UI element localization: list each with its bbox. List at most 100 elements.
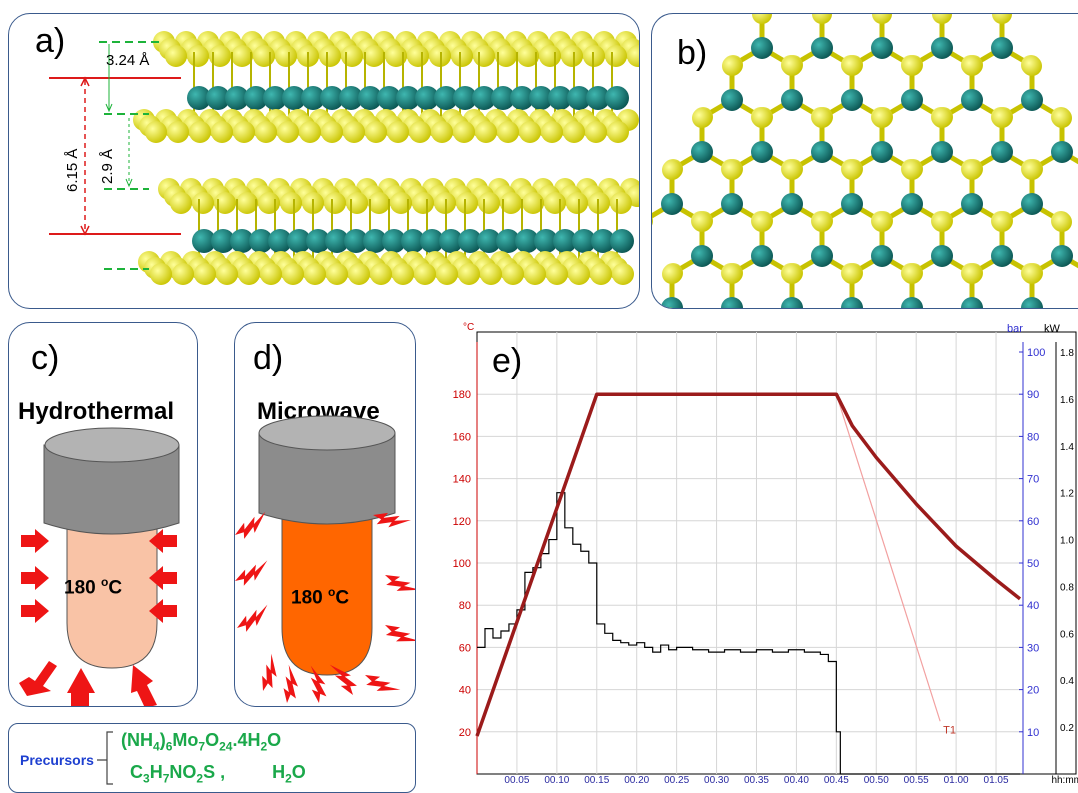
molybdenum-atom — [991, 245, 1013, 267]
panel-d-temp: 180 oC — [291, 585, 350, 609]
sulfur-atom — [842, 160, 862, 180]
molybdenum-atom — [841, 193, 863, 215]
x-tick-label: 00.15 — [584, 775, 609, 785]
sulfur-atom — [145, 121, 167, 143]
sulfur-atom — [238, 263, 260, 285]
right-axis-kw: kW 0.2 0.4 0.6 0.8 1.0 1.2 1.4 1.6 1.8 — [1044, 323, 1074, 774]
sulfur-atom — [370, 263, 392, 285]
series-t1 — [835, 394, 941, 722]
sulfur-atom — [478, 192, 500, 214]
kw-tick-label: 0.6 — [1060, 629, 1074, 640]
sulfur-atom — [275, 45, 297, 67]
molybdenum-atom — [230, 229, 254, 253]
sulfur-atom — [365, 121, 387, 143]
sulfur-atom — [167, 121, 189, 143]
panel-c-label: c) — [31, 339, 60, 377]
sulfur-atom — [282, 263, 304, 285]
molybdenum-atom — [320, 86, 344, 110]
sulfur-atom — [1052, 108, 1072, 128]
molybdenum-atom — [591, 229, 615, 253]
sulfur-atom — [387, 121, 409, 143]
sulfur-atom — [253, 45, 275, 67]
molybdenum-atom — [553, 229, 577, 253]
dim-gap: 2.9 Å — [99, 148, 116, 184]
sulfur-atom — [522, 192, 544, 214]
molybdenum-atom — [1021, 89, 1043, 111]
x-tick-label: 00.45 — [824, 775, 849, 785]
x-tick-label: 00.20 — [624, 775, 649, 785]
sulfur-atom — [412, 192, 434, 214]
microwave-bolt — [235, 511, 266, 539]
vessel-body — [281, 517, 373, 676]
x-axis: 00.05 00.10 00.15 00.20 00.25 00.30 00.35 00.40… — [504, 775, 1078, 785]
sulfur-atom — [519, 121, 541, 143]
heat-arrow-right — [149, 599, 177, 623]
heat-arrow-left — [21, 566, 49, 590]
sulfur-atom — [902, 160, 922, 180]
sulfur-atom — [524, 263, 546, 285]
molybdenum-atom — [991, 141, 1013, 163]
sulfur-atom — [812, 14, 832, 24]
sulfur-atom — [231, 45, 253, 67]
molybdenum-atom — [572, 229, 596, 253]
microwave-bolt — [237, 604, 268, 632]
precursors-label: Precursors — [20, 752, 94, 768]
bolt-shape — [385, 625, 415, 642]
sulfur-atom — [209, 45, 231, 67]
microwave-bolt — [235, 560, 268, 586]
sulfur-atom — [722, 264, 742, 284]
x-tick-label: 00.35 — [744, 775, 769, 785]
bolt-shape — [329, 664, 357, 695]
molybdenum-atom — [268, 229, 292, 253]
sulfur-atom — [962, 160, 982, 180]
x-tick-label: 01.00 — [944, 775, 969, 785]
sulfur-atom — [692, 212, 712, 232]
sulfur-atom — [407, 45, 429, 67]
kw-tick-label: 1.4 — [1060, 442, 1074, 453]
sulfur-atom — [752, 14, 772, 24]
sulfur-atom — [414, 263, 436, 285]
molybdenum-atom — [187, 86, 211, 110]
sulfur-atom — [390, 192, 412, 214]
sulfur-atom — [842, 264, 862, 284]
sulfur-atom — [662, 160, 682, 180]
sulfur-atom — [324, 192, 346, 214]
bolt-shape — [237, 604, 268, 632]
dim-interlayer-s: 3.24 Å — [106, 52, 150, 69]
vessel-cap-top — [44, 427, 180, 463]
microwave-bolt — [365, 675, 401, 691]
sulfur-atom — [902, 56, 922, 76]
vessel-body — [66, 517, 158, 669]
sulfur-atom — [607, 121, 629, 143]
sulfur-atom — [566, 192, 588, 214]
mos2-top-view — [652, 14, 1078, 308]
bolt-shape — [385, 575, 415, 591]
molybdenum-atom — [1021, 297, 1043, 308]
bond — [1027, 305, 1032, 308]
kw-tick-label: 0.8 — [1060, 582, 1074, 593]
molybdenum-atom — [751, 37, 773, 59]
sulfur-atom — [343, 121, 365, 143]
molybdenum-atom — [661, 193, 683, 215]
molybdenum-atom — [931, 141, 953, 163]
vessel-cap — [258, 432, 396, 525]
heat-arrow-right — [149, 529, 177, 553]
sulfur-atom — [409, 121, 431, 143]
bar-tick-label: 60 — [1027, 516, 1039, 528]
panel-c-temp: 180 oC — [64, 575, 123, 599]
panel-e: °C 20 40 60 80 100 120 140 160 180 bar 10 20 30 40 50 60… — [440, 322, 1078, 785]
panel-d-label: d) — [253, 339, 284, 377]
x-tick-label: 01.05 — [984, 775, 1009, 785]
sulfur-atom — [385, 45, 407, 67]
molybdenum-atom — [751, 141, 773, 163]
red-arrows — [80, 76, 90, 236]
bolt-shape — [310, 665, 327, 703]
bolt-shape — [262, 653, 277, 691]
molybdenum-atom — [496, 229, 520, 253]
bar-axis-unit: bar — [1007, 323, 1023, 335]
precursors-box: Precursors (NH4)6Mo7O24.4H2O C3H7NO2S , … — [8, 723, 416, 793]
left-tick-label: 20 — [459, 727, 471, 739]
molybdenum-atom — [871, 141, 893, 163]
sulfur-atom — [453, 121, 475, 143]
bolt-shape — [283, 664, 299, 703]
